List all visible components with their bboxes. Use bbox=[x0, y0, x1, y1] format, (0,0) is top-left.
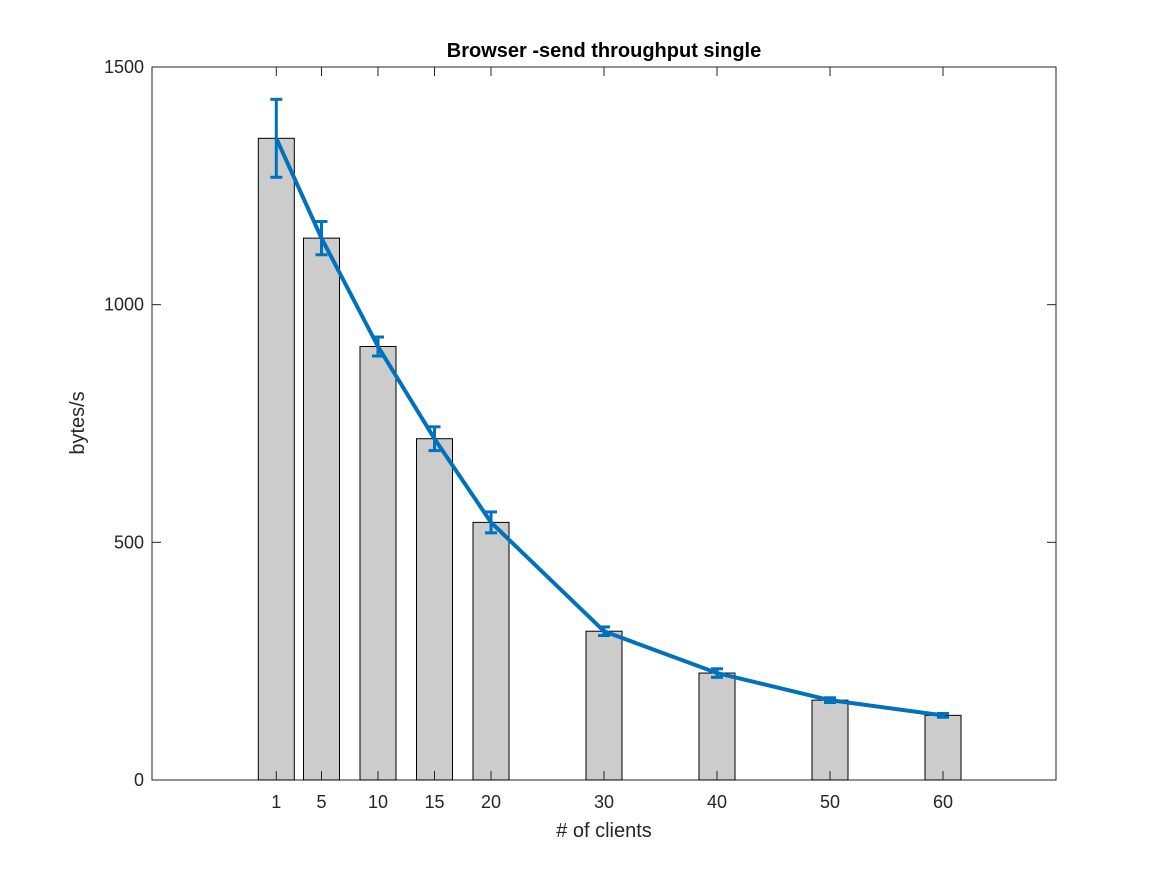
y-tick-label: 500 bbox=[114, 532, 144, 552]
x-tick-label: 1 bbox=[271, 792, 281, 812]
bar bbox=[924, 714, 962, 781]
bar bbox=[585, 630, 623, 781]
x-tick-label: 60 bbox=[933, 792, 953, 812]
y-tick-label: 1500 bbox=[104, 57, 144, 77]
x-axis-label: # of clients bbox=[556, 820, 652, 842]
bar bbox=[359, 345, 397, 781]
y-tick-label: 1000 bbox=[104, 295, 144, 315]
bar bbox=[303, 237, 340, 781]
x-tick-label: 5 bbox=[316, 792, 326, 812]
bar bbox=[416, 438, 453, 781]
chart-title: Browser -send throughput single bbox=[447, 40, 761, 62]
x-tick-label: 50 bbox=[820, 792, 840, 812]
x-tick-label: 30 bbox=[594, 792, 614, 812]
bar bbox=[472, 521, 510, 781]
bar bbox=[257, 137, 295, 781]
bar bbox=[811, 699, 849, 781]
x-tick-label: 20 bbox=[481, 792, 501, 812]
x-tick-label: 10 bbox=[368, 792, 388, 812]
y-axis-label: bytes/s bbox=[67, 391, 89, 454]
x-tick-label: 40 bbox=[707, 792, 727, 812]
y-tick-label: 0 bbox=[134, 770, 144, 790]
x-tick-label: 15 bbox=[424, 792, 444, 812]
bar bbox=[698, 672, 736, 781]
